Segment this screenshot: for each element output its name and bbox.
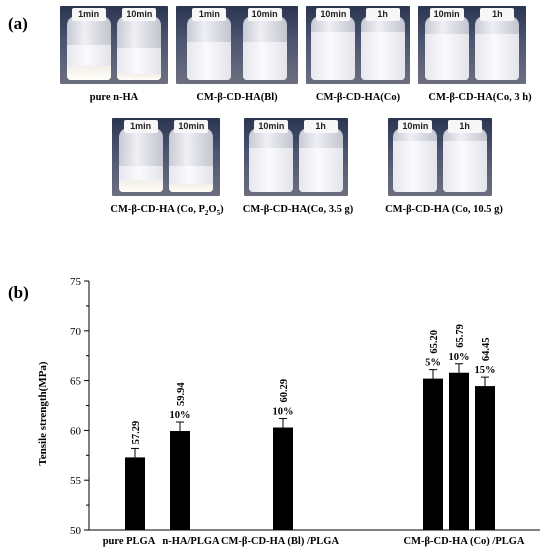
bar [475, 386, 495, 530]
y-tick-label: 70 [70, 326, 82, 338]
percent-label: 5% [425, 358, 441, 369]
caption-co-p2o5: CM-β-CD-HA (Co, P2O5) [110, 204, 224, 218]
y-tick-label: 60 [70, 425, 82, 437]
y-axis-label: Tensile strength(MPa) [37, 361, 49, 466]
vial-time-label: 1min [123, 120, 158, 133]
caption-co-3h: CM-β-CD-HA(Co, 3 h) [428, 92, 532, 103]
vial-liquid [249, 148, 294, 192]
vial-photo-co-10-5g: 10min 1h [388, 118, 492, 196]
panel-a-label: (a) [8, 14, 28, 33]
vial [424, 16, 469, 80]
vial-time-label: 10min [254, 120, 289, 133]
tensile-strength-chart: 50 55 60 65 70 75 Tensile strength(MPa) 57.29 10… [37, 276, 540, 547]
vial [442, 128, 487, 192]
vial-photo-pure-nha: 1min 10min [60, 6, 168, 84]
vial-time-label: 10min [316, 8, 351, 21]
vial-time-label: 1h [480, 8, 515, 21]
vial [311, 16, 356, 80]
percent-label: 10% [449, 352, 470, 363]
value-label: 64.45 [481, 337, 492, 361]
vial-sediment [117, 73, 162, 80]
x-category-label: pure PLGA [103, 536, 156, 547]
caption-pure-nha: pure n-HA [89, 92, 139, 103]
vial-photo-co-3h: 10min 1h [418, 6, 526, 84]
vial-time-label: 10min [398, 120, 433, 133]
vial-sediment [118, 180, 163, 192]
vial [249, 128, 294, 192]
vial-time-label: 10min [429, 8, 464, 21]
percent-label: 10% [170, 410, 191, 421]
vial-time-label: 1min [71, 8, 106, 21]
vial-photo-bl: 1min 10min [176, 6, 298, 84]
bar [125, 457, 145, 530]
vial-liquid [442, 140, 487, 192]
vial [117, 16, 162, 80]
caption-co-10-5g: CM-β-CD-HA (Co, 10.5 g) [385, 204, 503, 215]
value-label: 59.94 [176, 382, 187, 406]
value-label: 57.29 [131, 421, 142, 445]
vial [169, 128, 214, 192]
x-category-label: n-HA/PLGA [162, 536, 220, 547]
x-category-label: CM-β-CD-HA (Bl) /PLGA [221, 536, 340, 547]
caption-bl: CM-β-CD-HA(Bl) [196, 92, 278, 103]
vial [66, 16, 111, 80]
vial-liquid [424, 33, 469, 80]
percent-label: 10% [273, 407, 294, 418]
vial-liquid [242, 41, 287, 80]
percent-label: 15% [475, 365, 496, 376]
caption-co: CM-β-CD-HA(Co) [315, 92, 401, 103]
caption-co-3-5g: CM-β-CD-HA(Co, 3.5 g) [242, 204, 354, 215]
vial-liquid [298, 148, 343, 192]
y-tick-label: 50 [70, 525, 82, 537]
vial-time-label: 1min [192, 8, 227, 21]
vial-liquid [187, 41, 232, 80]
vial-liquid [393, 140, 438, 192]
bar [273, 427, 293, 530]
vial-photo-co-p2o5: 1min 10min [112, 118, 220, 196]
vial [360, 16, 405, 80]
vial-time-label: 1h [303, 120, 338, 133]
vial [298, 128, 343, 192]
vial [393, 128, 438, 192]
vial-liquid [360, 32, 405, 80]
value-label: 65.79 [455, 324, 466, 348]
vial [242, 16, 287, 80]
value-label: 65.20 [429, 330, 440, 354]
value-label: 60.29 [279, 379, 290, 403]
vial-time-label: 1h [365, 8, 400, 21]
vial-time-label: 10min [122, 8, 157, 21]
bar [423, 378, 443, 530]
vial-liquid [475, 33, 520, 80]
vial [187, 16, 232, 80]
vial-photo-co-3-5g: 10min 1h [244, 118, 348, 196]
bar [170, 430, 190, 530]
vial-photo-co: 10min 1h [306, 6, 410, 84]
bar [449, 372, 469, 530]
vial [118, 128, 163, 192]
y-tick-label: 55 [70, 475, 82, 487]
vial-liquid [311, 32, 356, 80]
panel-b-label: (b) [8, 283, 29, 302]
vial-sediment [169, 184, 214, 192]
y-tick-label: 75 [70, 276, 82, 288]
vial-sediment [66, 65, 111, 80]
vial [475, 16, 520, 80]
vial-time-label: 10min [174, 120, 209, 133]
vial-time-label: 10min [247, 8, 282, 21]
y-tick-label: 65 [70, 376, 82, 388]
x-category-label: CM-β-CD-HA (Co) /PLGA [403, 536, 524, 547]
vial-time-label: 1h [447, 120, 482, 133]
